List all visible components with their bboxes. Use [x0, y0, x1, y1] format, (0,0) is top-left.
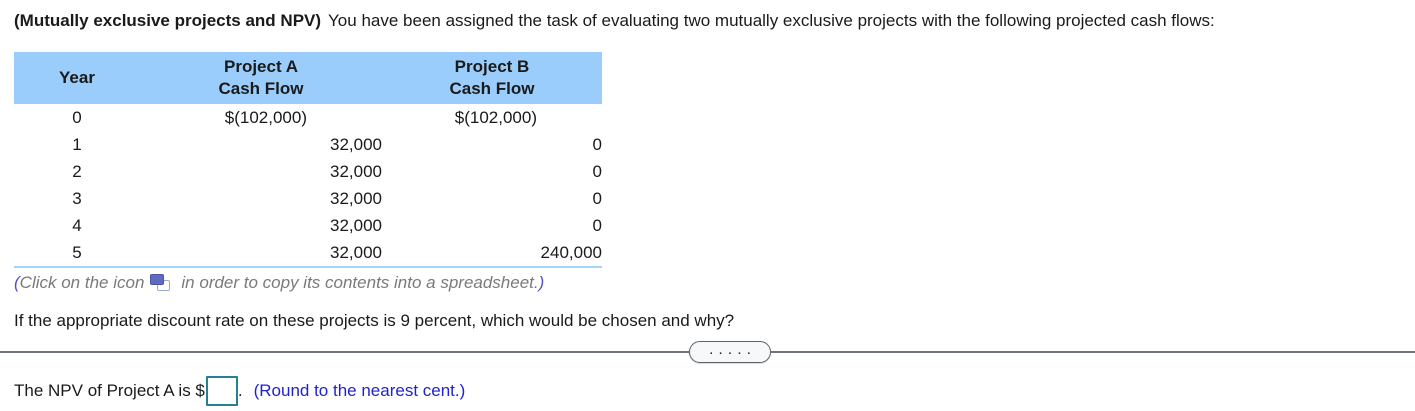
expand-collapse-button[interactable]: .....: [689, 341, 771, 363]
project-a-cell: 32,000: [330, 161, 382, 181]
year-cell: 3: [72, 188, 82, 208]
problem-statement: You have been assigned the task of evalu…: [328, 11, 1215, 30]
note-text-pre: Click on the icon: [19, 273, 145, 292]
note-close-paren: ): [538, 273, 545, 292]
project-b-cell: 0: [592, 215, 602, 235]
answer-label: The NPV of Project A is $: [14, 381, 205, 400]
project-b-cell: 0: [592, 161, 602, 181]
table-row: 2 32,000 0: [14, 158, 602, 185]
col-header-project-a: Project A Cash Flow: [140, 52, 382, 104]
section-divider: .....: [0, 341, 1415, 363]
problem-name: (Mutually exclusive projects and NPV): [14, 11, 322, 30]
table-row: 1 32,000 0: [14, 131, 602, 158]
project-a-cell: 32,000: [330, 188, 382, 208]
problem-title: (Mutually exclusive projects and NPV) You…: [0, 0, 1415, 31]
npv-answer-input[interactable]: [205, 376, 238, 406]
col-header-project-b: Project B Cash Flow: [382, 52, 602, 104]
answer-row: The NPV of Project A is $ . (Round to th…: [14, 376, 1415, 406]
project-a-cell: 32,000: [330, 215, 382, 235]
table-row: 3 32,000 0: [14, 185, 602, 212]
table-row: 0 $(102,000) $(102,000): [14, 104, 602, 131]
divider-line-right: [770, 351, 1415, 353]
project-b-cell: 0: [592, 134, 602, 154]
table-row: 5 32,000 240,000: [14, 239, 602, 267]
copy-note: (Click on the icon in order to copy its c…: [14, 272, 1415, 294]
note-open-paren: (: [14, 273, 20, 292]
project-a-cell: 32,000: [330, 134, 382, 154]
year-cell: 0: [72, 107, 82, 127]
cash-flow-table: Year Project A Cash Flow Project B Cash Fl…: [14, 52, 602, 268]
year-cell: 5: [72, 242, 82, 262]
year-cell: 4: [72, 215, 82, 235]
expand-dots-icon: .....: [708, 346, 756, 357]
divider-line-left: [0, 351, 690, 353]
project-a-cell: 32,000: [330, 242, 382, 262]
table-row: 4 32,000 0: [14, 212, 602, 239]
table-header-row: Year Project A Cash Flow Project B Cash Fl…: [14, 52, 602, 104]
note-text-post: in order to copy its contents into a spr…: [181, 273, 539, 292]
round-hint: (Round to the nearest cent.): [253, 381, 466, 400]
year-cell: 1: [72, 134, 82, 154]
col-header-year: Year: [14, 52, 140, 104]
project-b-cell: 240,000: [540, 242, 602, 262]
project-b-cell: 0: [592, 188, 602, 208]
project-a-cell: $(102,000): [224, 107, 307, 127]
question-text: If the appropriate discount rate on thes…: [14, 311, 735, 330]
copy-icon-front-square: [150, 274, 165, 285]
project-b-cell: $(102,000): [454, 107, 537, 127]
year-cell: 2: [72, 161, 82, 181]
copy-icon[interactable]: [150, 274, 171, 291]
answer-period: .: [237, 381, 243, 400]
